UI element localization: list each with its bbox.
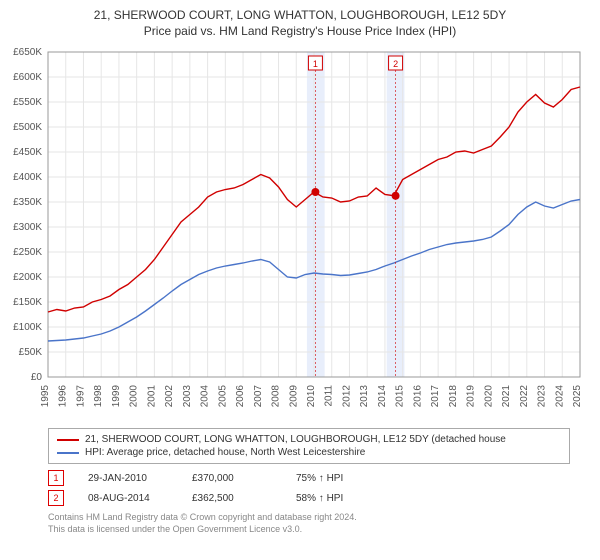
- legend-label: HPI: Average price, detached house, Nort…: [85, 447, 365, 458]
- svg-text:2020: 2020: [483, 385, 494, 408]
- svg-text:£0: £0: [31, 372, 43, 383]
- title-block: 21, SHERWOOD COURT, LONG WHATTON, LOUGHB…: [0, 0, 600, 42]
- marker-date: 29-JAN-2010: [88, 473, 168, 484]
- svg-text:£400K: £400K: [13, 172, 42, 183]
- svg-text:2019: 2019: [466, 385, 477, 408]
- marker-pct: 58% ↑ HPI: [296, 493, 343, 504]
- svg-text:2008: 2008: [271, 385, 282, 408]
- svg-text:2003: 2003: [182, 385, 193, 408]
- title-address: 21, SHERWOOD COURT, LONG WHATTON, LOUGHB…: [10, 8, 590, 22]
- svg-text:2013: 2013: [359, 385, 370, 408]
- svg-text:2006: 2006: [235, 385, 246, 408]
- svg-text:2023: 2023: [537, 385, 548, 408]
- line-chart: £0 £50K £100K £150K £200K £250K £300K £350K £400…: [0, 42, 600, 422]
- svg-text:2007: 2007: [253, 385, 264, 408]
- svg-text:2011: 2011: [324, 385, 335, 407]
- page-container: 21, SHERWOOD COURT, LONG WHATTON, LOUGHB…: [0, 0, 600, 535]
- marker-pct: 75% ↑ HPI: [296, 473, 343, 484]
- svg-text:£150K: £150K: [13, 297, 42, 308]
- marker-badge: 1: [48, 470, 64, 486]
- svg-text:£300K: £300K: [13, 222, 42, 233]
- svg-text:1997: 1997: [75, 385, 86, 408]
- svg-text:£550K: £550K: [13, 97, 42, 108]
- legend-item: HPI: Average price, detached house, Nort…: [57, 446, 561, 459]
- marker-price: £370,000: [192, 473, 272, 484]
- svg-text:2025: 2025: [572, 385, 583, 408]
- svg-text:2024: 2024: [554, 385, 565, 408]
- legend-swatch: [57, 439, 79, 441]
- svg-text:2018: 2018: [448, 385, 459, 408]
- marker-date: 08-AUG-2014: [88, 493, 168, 504]
- svg-text:1995: 1995: [40, 385, 51, 408]
- svg-text:£200K: £200K: [13, 272, 42, 283]
- legend: 21, SHERWOOD COURT, LONG WHATTON, LOUGHB…: [48, 428, 570, 464]
- svg-text:2002: 2002: [164, 385, 175, 408]
- svg-text:2005: 2005: [217, 385, 228, 408]
- footnote-line: Contains HM Land Registry data © Crown c…: [48, 512, 570, 524]
- svg-text:2012: 2012: [341, 385, 352, 408]
- svg-text:1998: 1998: [93, 385, 104, 408]
- svg-text:2017: 2017: [430, 385, 441, 408]
- svg-text:1996: 1996: [58, 385, 69, 408]
- svg-text:2004: 2004: [200, 385, 211, 408]
- marker-row: 1 29-JAN-2010 £370,000 75% ↑ HPI: [48, 468, 570, 488]
- svg-text:£600K: £600K: [13, 72, 42, 83]
- svg-text:2021: 2021: [501, 385, 512, 408]
- svg-text:2014: 2014: [377, 385, 388, 408]
- svg-text:1999: 1999: [111, 385, 122, 408]
- footnote-line: This data is licensed under the Open Gov…: [48, 524, 570, 536]
- marker-price: £362,500: [192, 493, 272, 504]
- svg-text:1: 1: [313, 59, 318, 69]
- svg-text:£450K: £450K: [13, 147, 42, 158]
- chart-area: £0 £50K £100K £150K £200K £250K £300K £350K £400…: [0, 42, 600, 422]
- svg-text:2010: 2010: [306, 385, 317, 408]
- legend-swatch: [57, 452, 79, 454]
- svg-text:2001: 2001: [146, 385, 157, 408]
- svg-text:2022: 2022: [519, 385, 530, 408]
- svg-text:£500K: £500K: [13, 122, 42, 133]
- title-subtitle: Price paid vs. HM Land Registry's House …: [10, 24, 590, 38]
- svg-text:2016: 2016: [412, 385, 423, 408]
- legend-item: 21, SHERWOOD COURT, LONG WHATTON, LOUGHB…: [57, 433, 561, 446]
- svg-text:2000: 2000: [129, 385, 140, 408]
- marker-badge: 2: [48, 490, 64, 506]
- svg-text:2015: 2015: [395, 385, 406, 408]
- svg-text:£50K: £50K: [19, 347, 43, 358]
- svg-text:£650K: £650K: [13, 47, 42, 58]
- svg-text:£250K: £250K: [13, 247, 42, 258]
- svg-text:2009: 2009: [288, 385, 299, 408]
- svg-text:£350K: £350K: [13, 197, 42, 208]
- svg-text:2: 2: [393, 59, 398, 69]
- svg-text:£100K: £100K: [13, 322, 42, 333]
- marker-row: 2 08-AUG-2014 £362,500 58% ↑ HPI: [48, 488, 570, 508]
- footnote: Contains HM Land Registry data © Crown c…: [48, 512, 570, 535]
- legend-label: 21, SHERWOOD COURT, LONG WHATTON, LOUGHB…: [85, 434, 506, 445]
- marker-table: 1 29-JAN-2010 £370,000 75% ↑ HPI 2 08-AUG-201…: [48, 468, 570, 508]
